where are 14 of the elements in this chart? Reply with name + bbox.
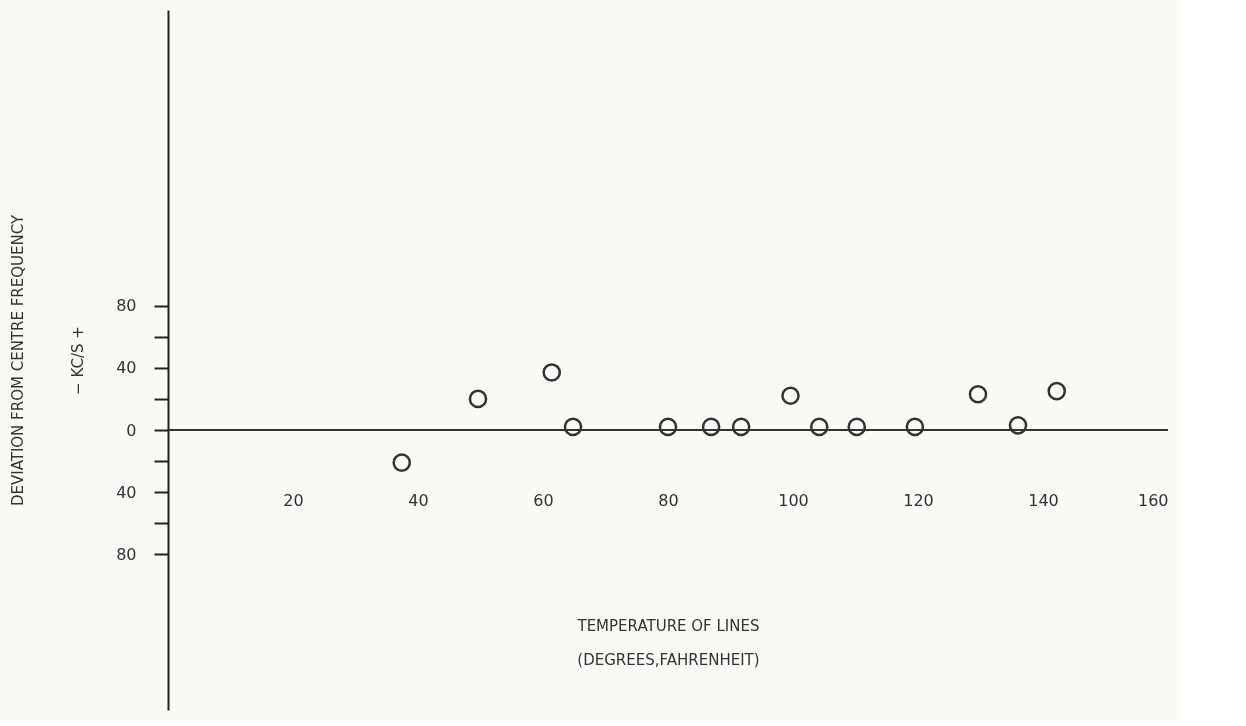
y-tick-label: 0 <box>126 420 137 440</box>
y-tick-label: 80 <box>116 544 137 564</box>
x-tick-label: 140 <box>1028 490 1059 510</box>
text: DEVIATION FROM CENTRE FREQUENCY − KC/S + <box>9 214 88 507</box>
x-tick-label: 60 <box>533 490 554 510</box>
y-tick-label: 40 <box>116 358 137 378</box>
x-tick-label: 160 <box>1137 490 1169 510</box>
x-tick-label: 80 <box>658 490 679 510</box>
x-tick-label: 20 <box>283 490 304 510</box>
x-tick-label: 120 <box>903 490 934 510</box>
x-axis-title: TEMPERATURE OF LINES (DEGREES,FAHRENHEIT) <box>576 616 760 669</box>
y-tick-label: 80 <box>116 296 137 316</box>
x-tick-label: 100 <box>778 490 809 510</box>
x-tick-label: 40 <box>408 490 429 510</box>
